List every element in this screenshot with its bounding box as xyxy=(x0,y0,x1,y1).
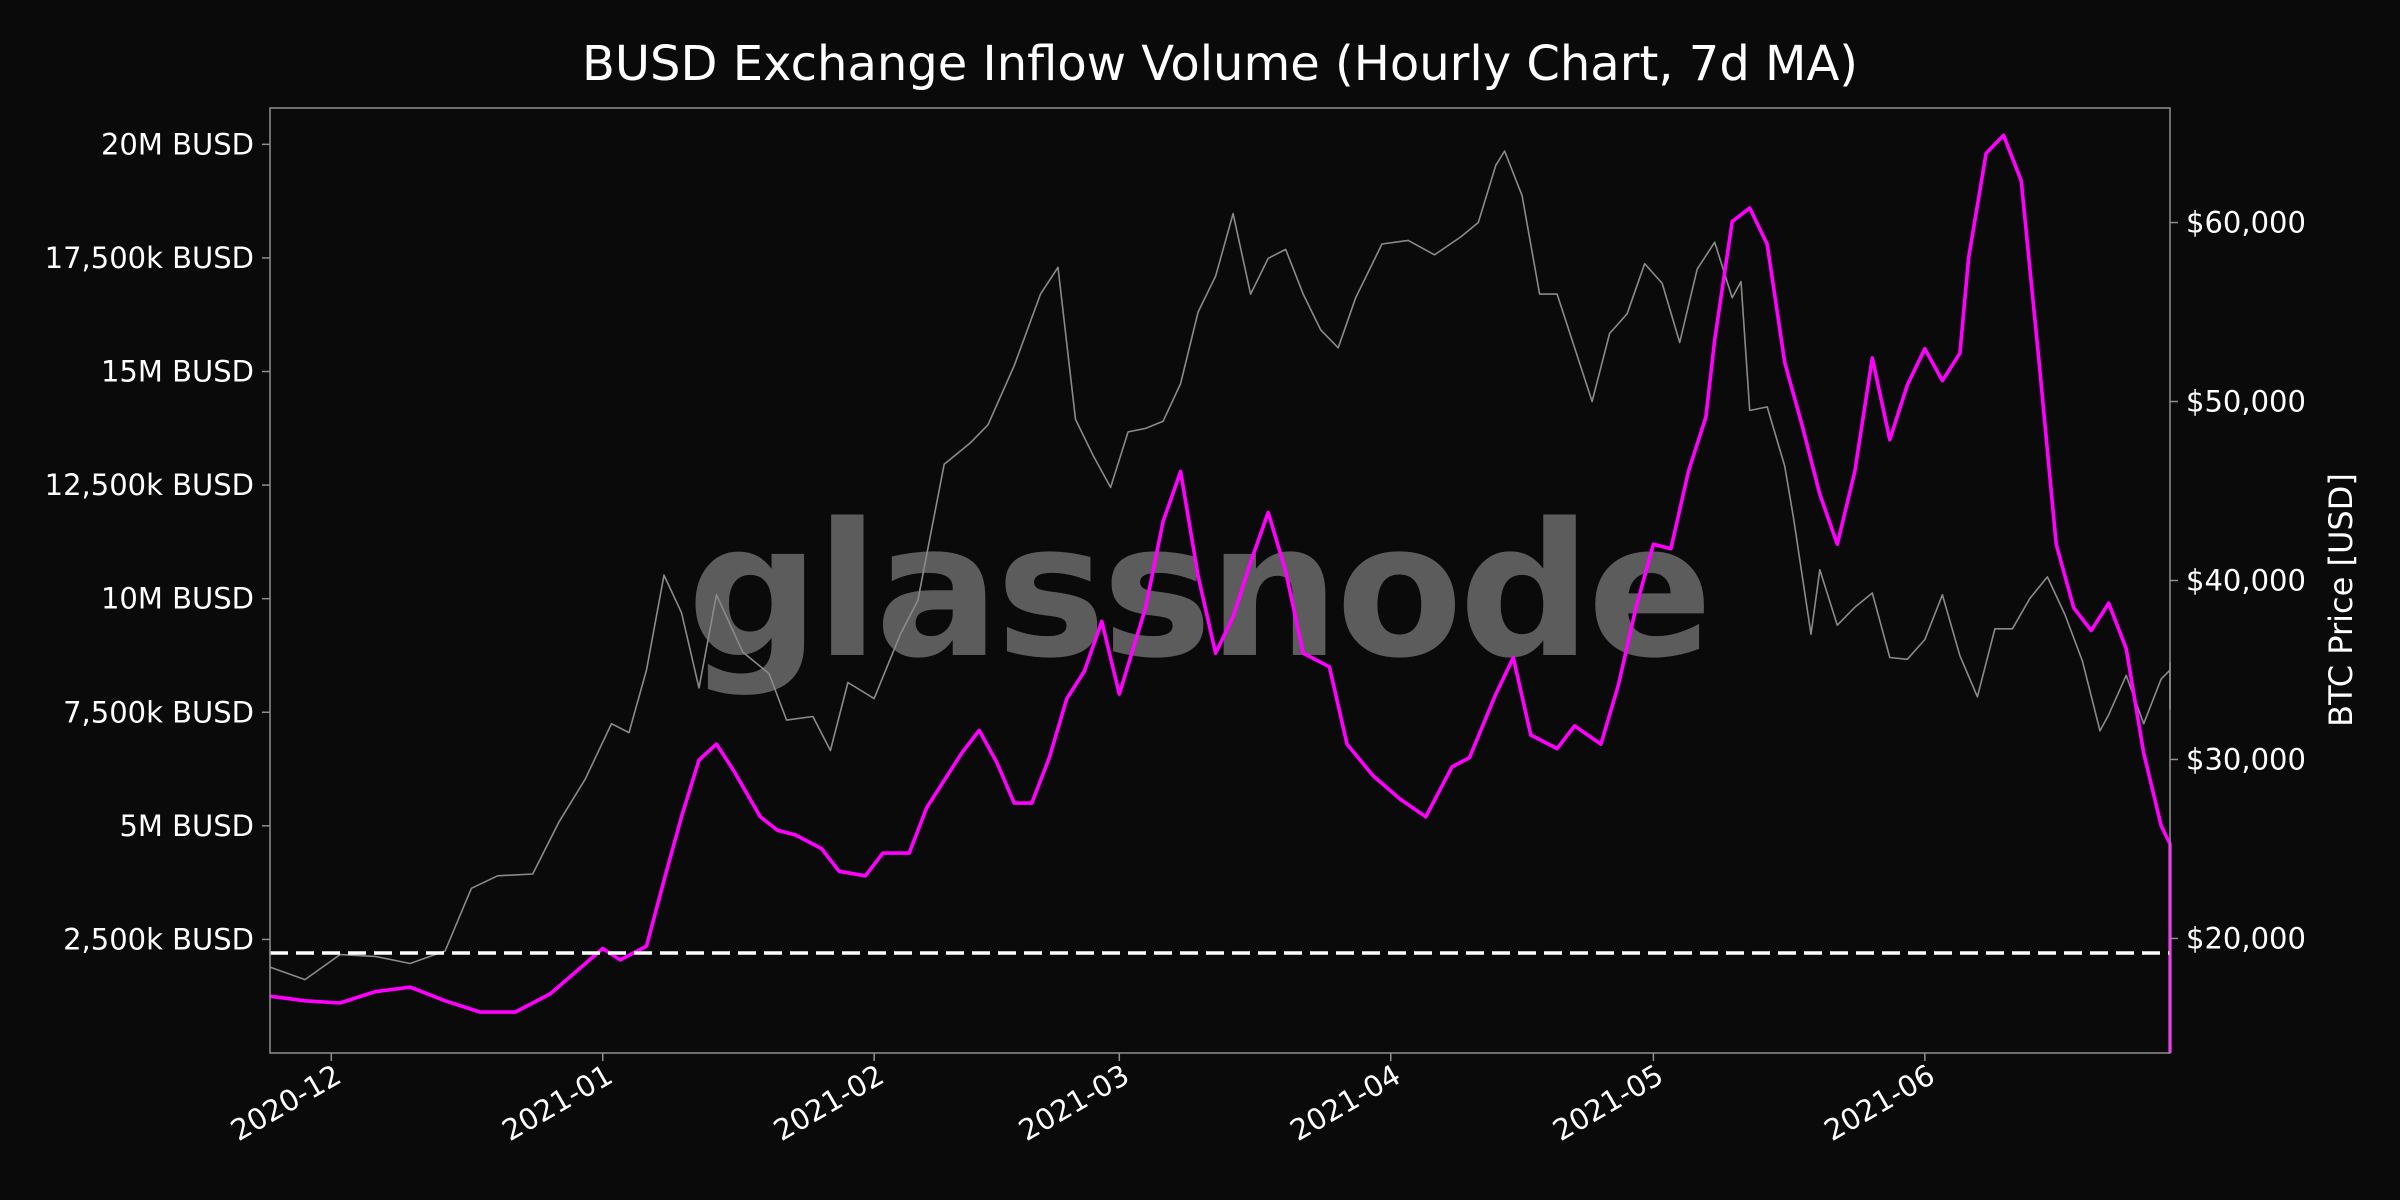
left-tick-label: 15M BUSD xyxy=(101,355,254,389)
series-layer xyxy=(269,133,2172,1053)
left-tick-label: 2,500k BUSD xyxy=(63,922,254,956)
left-tick-label: 20M BUSD xyxy=(101,127,254,161)
x-axis: 2020-12 2021-01 2021-02 2021-03 2021-04 2021-… xyxy=(225,1053,1940,1148)
left-tick-label: 12,500k BUSD xyxy=(45,468,254,502)
right-tick-label: $60,000 xyxy=(2186,206,2306,240)
x-tick-label: 2021-04 xyxy=(1284,1058,1406,1148)
left-tick-label: 7,500k BUSD xyxy=(63,695,254,729)
busd-inflow-line xyxy=(269,133,2172,1053)
x-tick-label: 2020-12 xyxy=(225,1058,347,1148)
left-tick-label: 5M BUSD xyxy=(119,809,254,843)
watermark-logo: glassnode xyxy=(687,483,1709,699)
left-y-axis: 2,500k BUSD 5M BUSD 7,500k BUSD 10M BUSD 12,… xyxy=(45,127,270,956)
plot-area: glassnode xyxy=(269,107,2172,1054)
x-tick-label: 2021-03 xyxy=(1013,1058,1135,1148)
right-tick-label: $50,000 xyxy=(2186,385,2306,419)
x-tick-label: 2021-05 xyxy=(1547,1058,1669,1148)
x-tick-label: 2021-01 xyxy=(496,1058,618,1148)
chart-title: BUSD Exchange Inflow Volume (Hourly Char… xyxy=(582,36,1858,92)
btc-price-line xyxy=(269,150,2171,981)
right-axis-title: BTC Price [USD] xyxy=(2322,473,2360,727)
left-tick-label: 10M BUSD xyxy=(101,582,254,616)
right-tick-label: $30,000 xyxy=(2186,742,2306,776)
x-tick-label: 2021-06 xyxy=(1818,1058,1940,1148)
left-tick-label: 17,500k BUSD xyxy=(45,241,254,275)
right-y-axis: $20,000 $30,000 $40,000 $50,000 $60,000 xyxy=(2170,206,2306,955)
right-tick-label: $20,000 xyxy=(2186,921,2306,955)
x-tick-label: 2021-02 xyxy=(768,1058,890,1148)
right-tick-label: $40,000 xyxy=(2186,564,2306,598)
